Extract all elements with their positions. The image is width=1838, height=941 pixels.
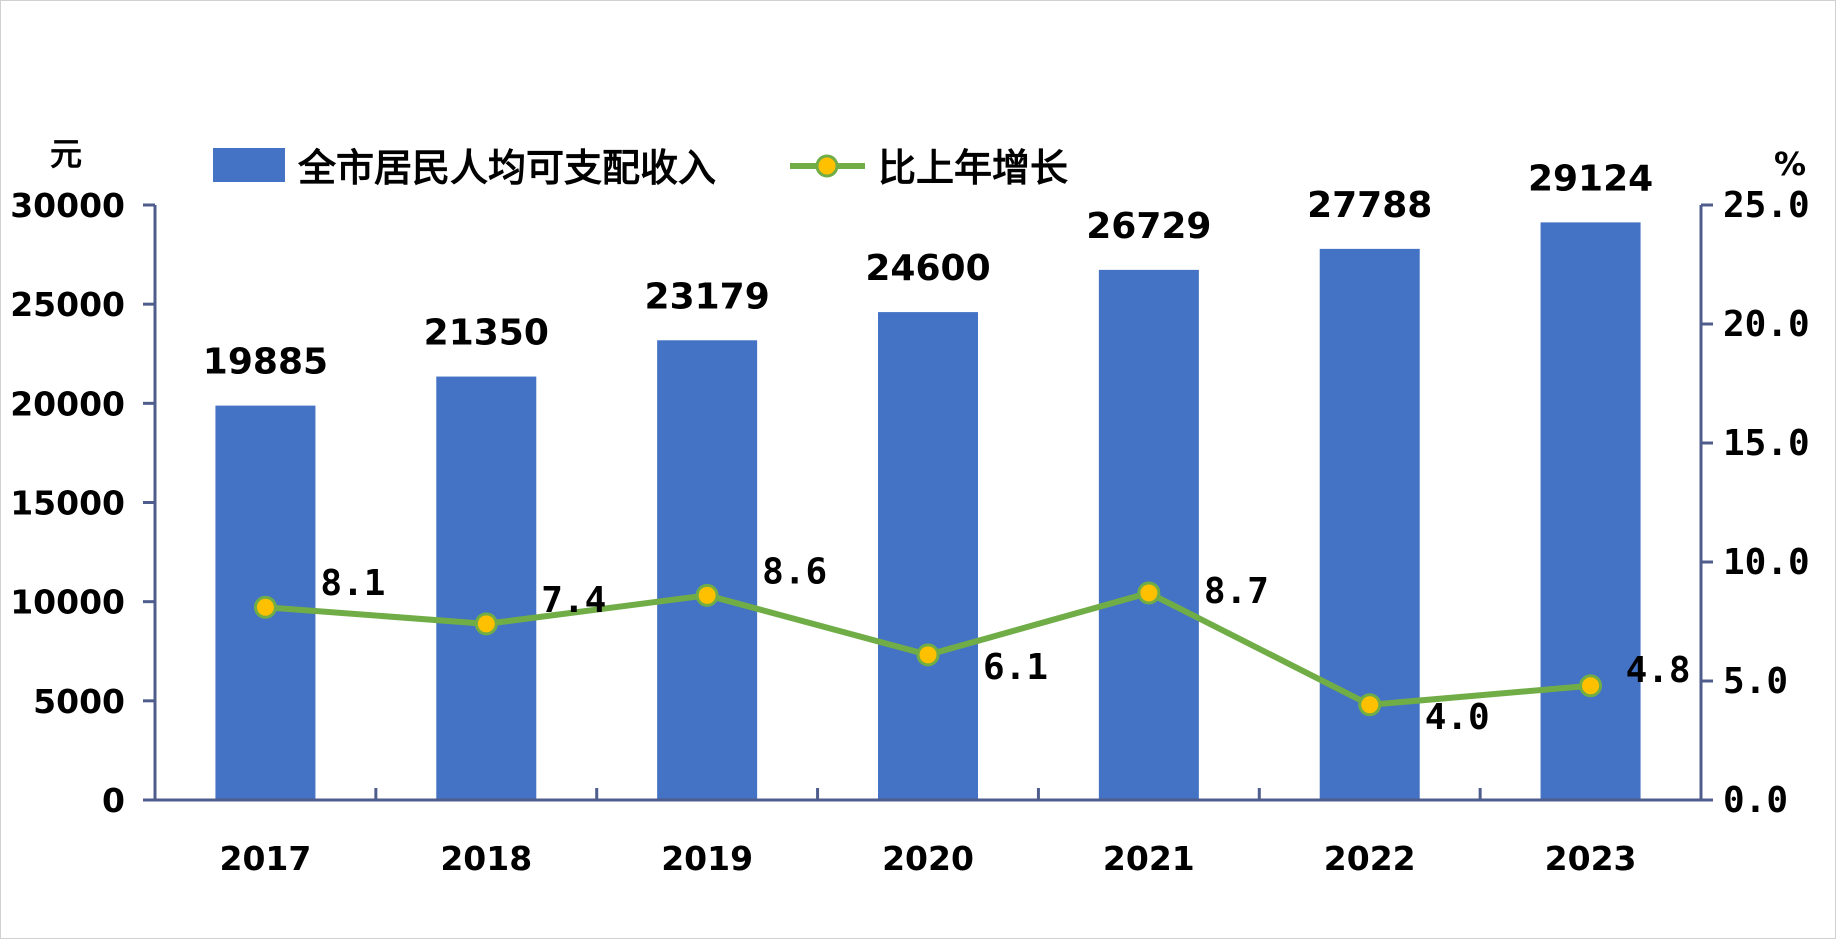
x-tick-label-2019: 2019	[661, 839, 753, 878]
bar-value-label-2023: 29124	[1528, 158, 1653, 199]
bar-value-label-2020: 24600	[865, 248, 990, 289]
bar-value-label-2019: 23179	[645, 276, 770, 317]
growth-marker-2020	[916, 643, 940, 667]
legend: 全市居民人均可支配收入 比上年增长	[213, 146, 1068, 190]
bar-series	[215, 222, 1641, 800]
growth-marker-2019	[695, 583, 719, 607]
growth-marker-2017	[253, 595, 277, 619]
y-right-tick-label: 0.0	[1723, 780, 1788, 821]
axes: 0 5000 10000 15000 20000 25000 30000 0.0 5.0 10.0…	[10, 185, 1810, 878]
bar-value-label-2017: 19885	[203, 342, 328, 383]
x-tick-label-2023: 2023	[1545, 839, 1637, 878]
growth-value-label-2021: 8.7	[1204, 571, 1269, 612]
legend-bar-label: 全市居民人均可支配收入	[297, 146, 716, 190]
y-right-tick-label: 15.0	[1723, 423, 1810, 464]
growth-marker-2021	[1137, 581, 1161, 605]
growth-marker-2022	[1358, 693, 1382, 717]
growth-value-label-2018: 7.4	[541, 580, 606, 621]
growth-marker-2018	[474, 612, 498, 636]
growth-value-label-2022: 4.0	[1425, 697, 1490, 738]
y-left-tick-label: 15000	[10, 484, 125, 523]
y-right-tick-label: 25.0	[1723, 185, 1810, 226]
growth-value-label-2019: 8.6	[762, 551, 827, 592]
y-left-tick-label: 10000	[10, 583, 125, 622]
bar-2020	[878, 312, 978, 800]
bar-2019	[657, 340, 758, 800]
x-tick-label-2017: 2017	[219, 839, 311, 878]
y-right-unit: %	[1774, 145, 1806, 183]
x-tick-label-2020: 2020	[882, 839, 974, 878]
growth-value-label-2017: 8.1	[320, 563, 385, 604]
x-tick-label-2021: 2021	[1103, 839, 1195, 878]
bar-value-label-2022: 27788	[1307, 185, 1432, 226]
bar-2021	[1098, 269, 1199, 800]
bar-2023	[1540, 222, 1641, 800]
bar-value-label-2018: 21350	[424, 313, 549, 354]
y-left-tick-label: 0	[102, 781, 125, 820]
y-left-tick-label: 5000	[33, 682, 125, 721]
y-right-tick-label: 10.0	[1723, 542, 1810, 583]
x-tick-label-2022: 2022	[1324, 839, 1416, 878]
legend-line-label: 比上年增长	[878, 146, 1068, 190]
growth-value-label-2020: 6.1	[983, 647, 1048, 688]
legend-bar-swatch	[213, 148, 285, 182]
y-left-tick-label: 20000	[10, 384, 125, 423]
growth-marker-2023	[1579, 674, 1603, 698]
bar-value-label-2021: 26729	[1086, 206, 1211, 247]
data-labels: 19885 21350 23179 24600 26729 27788 29124 8.1 7.…	[203, 158, 1691, 737]
growth-value-label-2023: 4.8	[1626, 650, 1691, 691]
y-left-tick-label: 30000	[10, 186, 125, 225]
y-right-tick-label: 20.0	[1723, 304, 1810, 345]
x-tick-label-2018: 2018	[440, 839, 532, 878]
line-series	[253, 581, 1603, 717]
y-left-unit: 元	[50, 135, 82, 173]
y-left-tick-label: 25000	[10, 285, 125, 324]
y-right-tick-label: 5.0	[1723, 661, 1788, 702]
bar-2022	[1319, 248, 1420, 800]
bar-2018	[436, 376, 537, 800]
legend-line-marker	[815, 154, 839, 178]
